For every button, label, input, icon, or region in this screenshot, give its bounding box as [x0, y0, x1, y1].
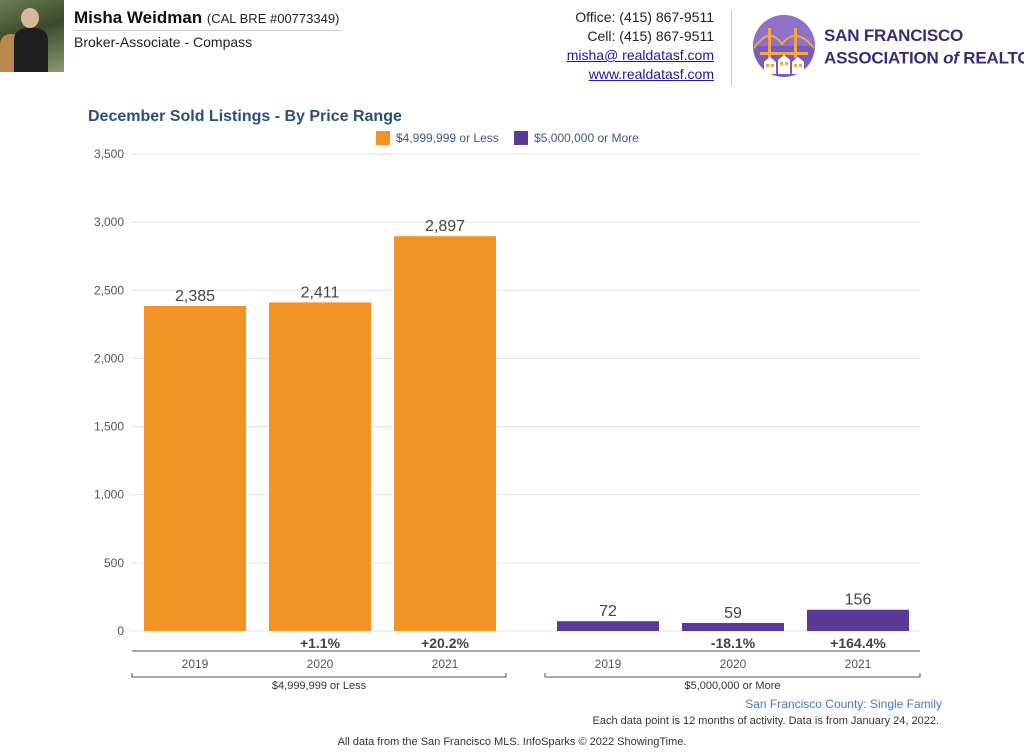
- bar-value-label: 2,411: [301, 284, 340, 301]
- bar: [269, 302, 371, 631]
- x-tick-label: 2020: [720, 657, 747, 671]
- group-bracket: [131, 673, 507, 678]
- y-tick-label: 2,000: [94, 351, 124, 365]
- group-label: $5,000,000 or More: [684, 680, 780, 692]
- association-line2: ASSOCIATION of REALTORS®: [824, 48, 1024, 68]
- y-tick-label: 2,500: [94, 283, 124, 297]
- bar: [144, 305, 246, 631]
- bar: [394, 236, 496, 631]
- bar-value-label: 59: [724, 605, 742, 622]
- legend-label-over: $5,000,000 or More: [534, 131, 639, 145]
- bar: [557, 621, 659, 631]
- bar-value-label: 2,385: [175, 288, 215, 305]
- website-link[interactable]: www.realdatasf.com: [588, 66, 714, 82]
- legend-item-under: $4,999,999 or Less: [376, 131, 499, 145]
- bar: [807, 609, 909, 631]
- y-tick-label: 3,500: [94, 147, 124, 161]
- group-bracket: [544, 673, 921, 678]
- area-label: San Francisco County: Single Family: [745, 697, 942, 711]
- contact-block: Office: (415) 867-9511 Cell: (415) 867-9…: [474, 8, 714, 84]
- y-tick-label: 3,000: [94, 215, 124, 229]
- agent-photo: [0, 0, 64, 72]
- change-label: +20.2%: [421, 635, 469, 651]
- header-divider: [731, 10, 732, 86]
- x-tick-label: 2021: [432, 657, 459, 671]
- y-tick-label: 1,500: [94, 420, 124, 434]
- data-note: Each data point is 12 months of activity…: [592, 715, 939, 727]
- office-phone: Office: (415) 867-9511: [575, 9, 714, 25]
- legend-swatch-under: [376, 131, 390, 145]
- legend-label-under: $4,999,999 or Less: [396, 131, 499, 145]
- y-tick-label: 1,000: [94, 488, 124, 502]
- legend-item-over: $5,000,000 or More: [514, 131, 639, 145]
- bar-value-label: 2,897: [425, 218, 465, 235]
- x-tick-label: 2019: [595, 657, 622, 671]
- email-link[interactable]: misha@ realdatasf.com: [566, 47, 714, 63]
- bar-value-label: 72: [599, 603, 617, 620]
- agent-role: Broker-Associate - Compass: [74, 34, 253, 50]
- x-tick-label: 2019: [182, 657, 209, 671]
- chart-title: December Sold Listings - By Price Range: [88, 108, 402, 125]
- y-tick-label: 0: [117, 624, 124, 638]
- change-label: +164.4%: [830, 635, 886, 651]
- group-label: $4,999,999 or Less: [272, 680, 367, 692]
- association-line1: SAN FRANCISCO: [824, 26, 964, 45]
- agent-name: Misha Weidman: [74, 8, 203, 27]
- bar: [682, 622, 784, 631]
- x-tick-label: 2020: [307, 657, 334, 671]
- cell-phone: Cell: (415) 867-9511: [587, 28, 714, 44]
- agent-name-line: Misha Weidman (CAL BRE #00773349): [74, 8, 339, 28]
- bar-value-label: 156: [845, 592, 872, 609]
- agent-license: (CAL BRE #00773349): [206, 11, 340, 26]
- name-divider: [74, 30, 342, 31]
- legend-swatch-over: [514, 131, 529, 145]
- x-tick-label: 2021: [845, 657, 872, 671]
- change-label: +1.1%: [300, 635, 341, 651]
- y-tick-label: 500: [104, 556, 124, 570]
- association-logo-icon: [753, 15, 815, 77]
- association-name: SAN FRANCISCO ASSOCIATION of REALTORS®: [824, 26, 1024, 68]
- source-note: All data from the San Francisco MLS. Inf…: [337, 736, 687, 748]
- change-label: -18.1%: [711, 635, 756, 651]
- chart-legend: $4,999,999 or Less $5,000,000 or More: [376, 131, 651, 148]
